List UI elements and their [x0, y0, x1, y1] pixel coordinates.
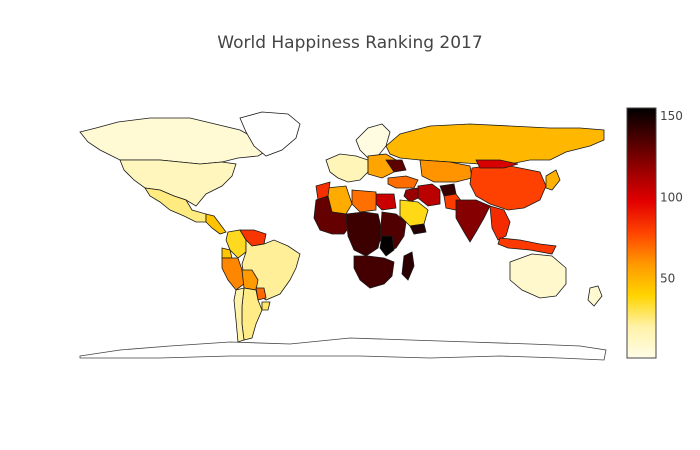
country-turkey [387, 175, 419, 189]
country-peru [221, 257, 245, 291]
country-australia [509, 253, 567, 299]
country-central-africa [345, 211, 383, 257]
colorbar: 50 100 150 [626, 107, 683, 359]
country-antarctica [79, 337, 607, 361]
country-chile [233, 287, 245, 343]
country-mongolia [475, 159, 519, 169]
country-greenland [239, 111, 301, 157]
colorbar-ticks: 50 100 150 [660, 109, 683, 285]
country-china [469, 163, 547, 211]
colorbar-tick-label: 50 [660, 271, 675, 285]
country-yemen [409, 223, 427, 235]
country-iraq [403, 187, 419, 203]
country-new-zealand [587, 285, 603, 307]
country-madagascar [401, 251, 415, 281]
colorbar-tick-label: 150 [660, 109, 683, 123]
country-russia [385, 123, 605, 165]
countries-layer [79, 111, 607, 361]
country-india [455, 199, 491, 243]
country-libya [351, 189, 377, 213]
country-bolivia [241, 269, 259, 291]
country-united-states [119, 159, 237, 207]
country-iran [417, 183, 441, 207]
country-kazakhstan [419, 159, 473, 183]
country-west-africa [313, 195, 351, 235]
country-southern-africa [353, 255, 395, 289]
country-indonesia [497, 237, 557, 255]
country-uruguay [261, 301, 271, 311]
country-egypt [375, 193, 397, 211]
colorbar-gradient [626, 107, 657, 359]
country-southeast-asia [489, 205, 511, 241]
country-western-europe [325, 153, 369, 183]
country-ukraine [385, 159, 407, 173]
colorbar-tick-label: 100 [660, 190, 683, 204]
country-japan [545, 169, 561, 191]
country-scandinavia [355, 123, 391, 159]
country-canada [79, 117, 269, 165]
country-burundi [379, 235, 395, 257]
chart-title: World Happiness Ranking 2017 [217, 33, 483, 53]
country-central-america [205, 213, 227, 235]
